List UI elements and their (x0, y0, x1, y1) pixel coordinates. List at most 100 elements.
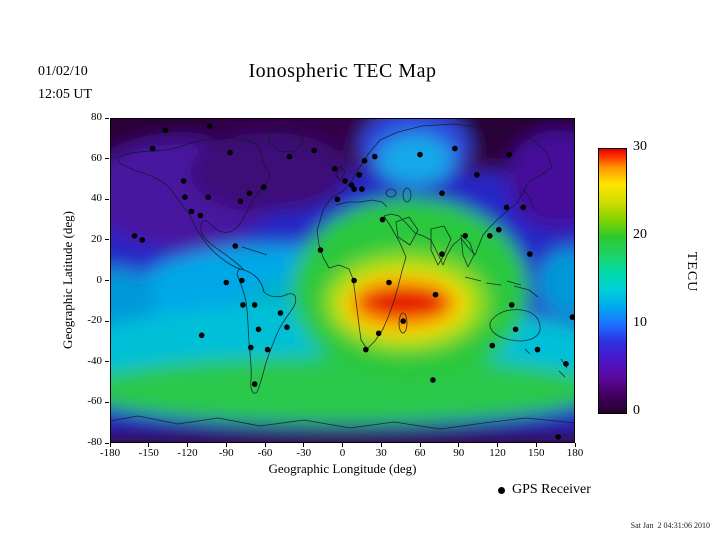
gps-receiver-dot (251, 381, 258, 387)
gps-receiver-dot (198, 332, 205, 339)
x-tick-label: 120 (489, 447, 506, 459)
gps-receiver-dot (400, 318, 407, 324)
x-tick-label: 0 (339, 447, 346, 459)
y-tick-mark (105, 158, 109, 160)
generation-timestamp: Sat Jan 2 04:31:06 2010 (630, 521, 710, 530)
gps-receiver-dot (555, 434, 561, 440)
gps-receiver-dot (277, 310, 284, 316)
gps-receiver-dot (430, 377, 436, 383)
gps-receiver-dot (284, 324, 290, 330)
gps-receiver-dot (503, 204, 510, 211)
gps-receiver-dot (334, 196, 341, 203)
gps-receiver-dot (182, 194, 188, 200)
x-tick-label: -150 (138, 447, 159, 459)
y-tick-label: 40 (91, 192, 102, 205)
x-tick-label: 30 (375, 447, 387, 459)
tec-map-plot (110, 118, 575, 443)
x-tick-mark (148, 443, 150, 447)
x-axis-label: Geographic Longitude (deg) (268, 461, 417, 476)
gps-receiver-dot (512, 326, 519, 333)
gps-receiver-dot (131, 233, 138, 239)
y-axis-tick-labels: 80 60 40 20 0 -20 -40 -60 -80 (70, 111, 104, 448)
y-tick-label: -80 (87, 436, 102, 448)
gps-receiver-dot (474, 172, 480, 178)
coastlines (110, 123, 575, 430)
gps-receiver-dot (534, 346, 541, 353)
gps-receiver-dot (569, 314, 575, 320)
gps-receiver-dot (239, 277, 245, 284)
gps-receiver-dot (248, 344, 254, 351)
y-tick-mark (105, 442, 109, 444)
x-tick-label: 150 (528, 447, 545, 459)
gps-receiver-dot (246, 190, 253, 196)
tec-heatmap-field (110, 118, 575, 443)
gps-receiver-dot (317, 247, 324, 253)
colorbar-tick-labels: 30 20 10 0 (633, 139, 663, 418)
x-tick-label: -60 (257, 447, 273, 459)
gps-receiver-dot (342, 178, 348, 184)
x-tick-label: -180 (99, 447, 121, 459)
x-tick-label: -90 (218, 447, 234, 459)
gps-receiver-dot (432, 291, 439, 298)
y-tick-mark (105, 239, 109, 241)
x-tick-mark (380, 443, 382, 447)
x-tick-label: -120 (177, 447, 198, 459)
gps-receiver-legend-dot (498, 486, 505, 494)
gps-receiver-dot (363, 346, 369, 353)
gps-receiver-dots (131, 123, 575, 440)
observation-date: 01/02/10 (38, 64, 88, 79)
gps-receiver-dot (356, 172, 363, 178)
x-tick-mark (109, 443, 111, 447)
gps-receiver-dot (240, 302, 246, 308)
y-tick-label: -60 (87, 395, 102, 408)
colorbar-tick-label: 10 (633, 315, 647, 330)
colorbar (598, 148, 627, 414)
gps-receiver-dot (227, 149, 233, 156)
gps-receiver-dot (462, 233, 469, 239)
gps-receiver-dot (264, 346, 271, 353)
y-tick-mark (105, 198, 109, 200)
x-tick-label: 90 (453, 447, 465, 459)
x-tick-label: 180 (566, 447, 584, 459)
gps-receiver-dot (260, 184, 267, 190)
gps-receiver-legend-label: GPS Receiver (512, 482, 591, 497)
x-tick-label: -30 (296, 447, 312, 459)
gps-receiver-dot (489, 342, 496, 349)
gps-receiver-dot (361, 157, 368, 164)
gps-receiver-dot (527, 251, 533, 257)
gps-receiver-dot (197, 212, 204, 219)
y-axis-tick-marks (105, 117, 110, 444)
y-tick-mark (105, 401, 109, 403)
gps-receiver-dot (348, 182, 355, 188)
y-tick-mark (105, 117, 109, 119)
gps-receiver-dot (372, 153, 378, 160)
x-tick-mark (342, 443, 343, 447)
x-tick-mark (225, 443, 227, 447)
gps-receiver-dot (237, 198, 244, 205)
gps-receiver-dot (351, 186, 357, 192)
y-tick-label: -20 (87, 314, 102, 327)
x-tick-mark (264, 443, 266, 447)
gps-receiver-dot (149, 145, 156, 152)
gps-receiver-dot (162, 127, 169, 133)
gps-receiver-dot (386, 279, 392, 286)
y-tick-label: 0 (96, 273, 103, 286)
gps-receiver-dot (417, 151, 423, 158)
y-tick-label: -40 (87, 354, 102, 367)
x-tick-mark (458, 443, 460, 447)
colorbar-tick-label: 30 (633, 139, 647, 154)
gps-receiver-dot (508, 302, 515, 308)
y-tick-mark (105, 320, 109, 322)
gps-receiver-dot (351, 277, 357, 284)
gps-receiver-legend: GPS Receiver (498, 482, 591, 498)
colorbar-tick-label: 0 (633, 403, 640, 418)
gps-receiver-dot (188, 208, 195, 215)
observation-time: 12:05 UT (38, 87, 93, 102)
colorbar-tick-label: 20 (633, 227, 647, 242)
colorbar-unit-label: TECU (684, 251, 699, 293)
tec-map-svg (110, 118, 575, 443)
gps-receiver-dot (359, 186, 365, 192)
gps-receiver-dot (563, 361, 569, 367)
gps-receiver-dot (286, 153, 293, 160)
